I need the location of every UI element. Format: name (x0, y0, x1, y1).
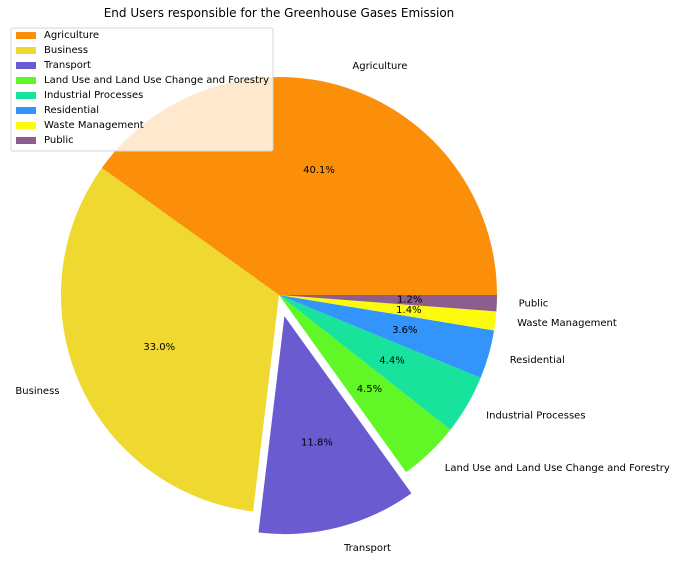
legend-label-business: Business (44, 45, 88, 56)
chart-title: End Users responsible for the Greenhouse… (104, 6, 455, 20)
slice-land-use-and-land-use-change-and-forestry (279, 295, 451, 473)
legend-label-transport: Transport (43, 60, 91, 71)
legend-label-public: Public (44, 135, 74, 146)
legend-label-agriculture: Agriculture (44, 30, 99, 41)
legend-swatch-residential (16, 107, 36, 114)
slice-industrial-processes (279, 295, 481, 430)
legend: Agriculture Business Transport Land Use and… (10, 27, 274, 152)
legend-swatch-transport (16, 62, 36, 69)
slice-label-transport: Transport (343, 543, 391, 554)
slice-transport (258, 316, 412, 535)
legend-label-residential: Residential (44, 105, 99, 116)
slice-labels: Agriculture Business Transport Land Use and… (15, 61, 669, 554)
legend-label-waste-management: Waste Management (44, 120, 144, 131)
slice-label-residential: Residential (510, 355, 565, 366)
slice-waste-management (279, 295, 497, 331)
slice-label-agriculture: Agriculture (352, 61, 407, 72)
slice-business (60, 167, 279, 512)
legend-swatch-agriculture (16, 32, 36, 39)
legend-label-industrial-processes: Industrial Processes (44, 90, 143, 101)
slice-residential (279, 295, 495, 378)
legend-items: Agriculture Business Transport Land Use and… (16, 30, 269, 146)
percent-label-residential: 3.6% (392, 325, 417, 336)
legend-swatch-public (16, 137, 36, 144)
percent-label-agriculture: 40.1% (303, 165, 335, 176)
legend-frame (10, 27, 274, 152)
percent-label-public: 1.2% (397, 294, 422, 305)
percent-label-waste-management: 1.4% (396, 305, 421, 316)
percent-labels: 40.1% 33.0% 11.8% 4.5% 4.4% 3.6% 1.4%1.2% (143, 165, 422, 448)
slice-label-business: Business (15, 386, 59, 397)
slice-label-industrial-processes: Industrial Processes (486, 410, 585, 421)
legend-swatch-business (16, 47, 36, 54)
legend-swatch-waste-management (16, 122, 36, 129)
slice-public (279, 295, 497, 312)
slice-label-waste-management: Waste Management (517, 318, 617, 329)
slice-label-public: Public (519, 299, 549, 310)
percent-label-land-use-and-land-use-change-and-forestry: 4.5% (357, 384, 382, 395)
legend-label-land-use-and-land-use-change-and-forestry: Land Use and Land Use Change and Forestr… (44, 75, 269, 86)
percent-label-business: 33.0% (143, 342, 175, 353)
slice-label-land-use-and-land-use-change-and-forestry: Land Use and Land Use Change and Forestr… (445, 463, 670, 474)
percent-label-transport: 11.8% (301, 437, 333, 448)
legend-swatch-industrial-processes (16, 92, 36, 99)
legend-swatch-land-use-and-land-use-change-and-forestry (16, 77, 36, 84)
percent-label-industrial-processes: 4.4% (379, 355, 404, 366)
